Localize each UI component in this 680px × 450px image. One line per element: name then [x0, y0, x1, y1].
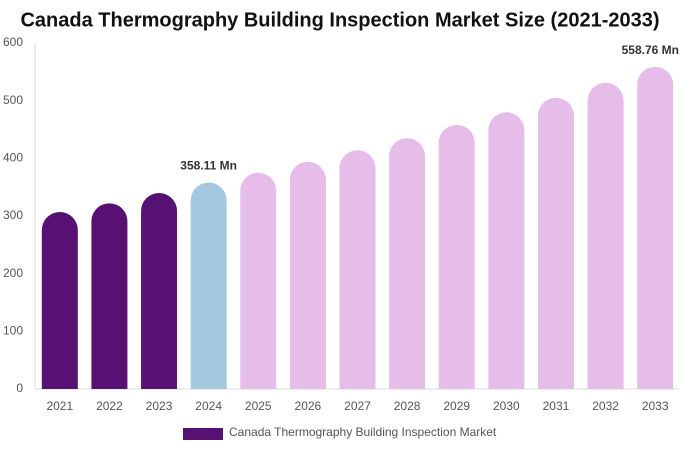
y-tick-label: 100 [3, 324, 23, 338]
bar [389, 138, 426, 389]
bar [141, 192, 178, 389]
x-tick-label: 2022 [96, 399, 123, 413]
bar [289, 161, 326, 389]
x-tick-label: 2030 [493, 399, 520, 413]
bar [438, 124, 475, 390]
x-tick-label: 2029 [443, 399, 470, 413]
chart-title: Canada Thermography Building Inspection … [20, 9, 659, 31]
value-label: 558.76 Mn [622, 43, 679, 57]
x-tick-label: 2033 [642, 399, 669, 413]
bar [91, 203, 128, 389]
value-label: 358.11 Mn [180, 159, 237, 173]
y-tick-label: 200 [3, 266, 23, 280]
y-tick-label: 400 [3, 151, 23, 165]
y-tick-label: 500 [3, 93, 23, 107]
y-tick-label: 600 [3, 35, 23, 49]
bar [240, 172, 277, 389]
x-tick-label: 2027 [344, 399, 371, 413]
y-tick-label: 300 [3, 208, 23, 222]
bar [637, 66, 674, 389]
y-tick-label: 0 [16, 381, 23, 395]
x-tick-label: 2021 [46, 399, 73, 413]
x-tick-label: 2026 [295, 399, 322, 413]
legend-swatch [183, 428, 223, 440]
x-tick-label: 2032 [592, 399, 619, 413]
x-tick-label: 2028 [394, 399, 421, 413]
bar [339, 150, 376, 389]
x-tick-label: 2031 [543, 399, 570, 413]
x-tick-label: 2025 [245, 399, 272, 413]
bar [41, 211, 78, 389]
bar [587, 82, 624, 389]
bar [488, 112, 525, 389]
bar [190, 182, 227, 389]
x-tick-label: 2024 [195, 399, 222, 413]
bar [537, 97, 574, 390]
x-tick-label: 2023 [146, 399, 173, 413]
legend-label: Canada Thermography Building Inspection … [229, 425, 497, 439]
